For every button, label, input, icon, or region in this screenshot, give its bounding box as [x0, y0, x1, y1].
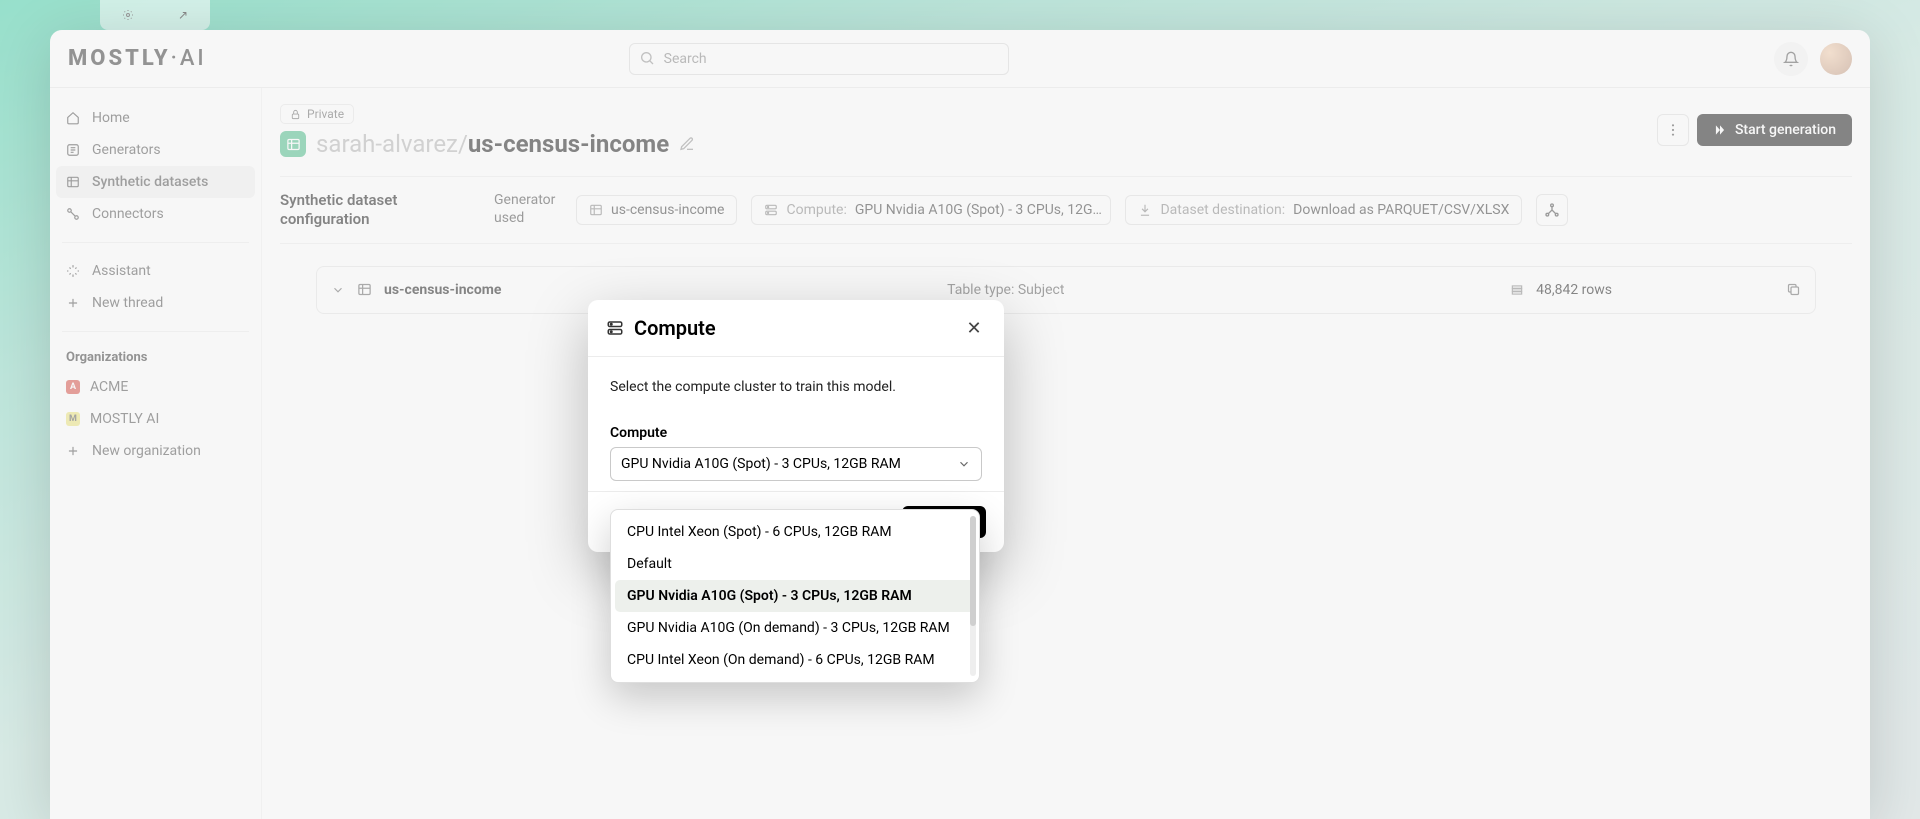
chevron-down-icon: [957, 457, 971, 471]
destination-value: Download as PARQUET/CSV/XLSX: [1293, 202, 1509, 218]
plus-icon: [66, 296, 82, 310]
rows-label: 48,842 rows: [1536, 282, 1612, 298]
sidebar-item-label: ACME: [90, 379, 128, 395]
sidebar-item-label: New organization: [92, 443, 201, 459]
sidebar-item-label: Home: [92, 110, 130, 126]
sidebar-item-label: Assistant: [92, 263, 151, 279]
sidebar-item-label: MOSTLY AI: [90, 411, 159, 427]
search-wrap: [629, 43, 1009, 75]
plus-icon: [66, 444, 82, 458]
sidebar-org-acme[interactable]: A ACME: [56, 371, 255, 403]
download-icon: [1138, 203, 1152, 217]
breadcrumb-owner[interactable]: sarah-alvarez/: [316, 130, 468, 158]
compute-option[interactable]: CPU Intel Xeon (Spot) - 6 CPUs, 12GB RAM: [615, 516, 975, 548]
logo-light: AI: [180, 46, 207, 71]
connectors-icon: [66, 207, 82, 221]
notifications-button[interactable]: [1774, 42, 1808, 76]
page-title-row: sarah-alvarez/us-census-income: [280, 130, 1852, 158]
compute-select[interactable]: GPU Nvidia A10G (Spot) - 3 CPUs, 12GB RA…: [610, 447, 982, 481]
page-title: sarah-alvarez/us-census-income: [316, 130, 669, 158]
dropdown-scrollbar[interactable]: [970, 516, 976, 676]
logo-strong: MOSTLY: [68, 46, 171, 71]
config-generator-label: Generator used: [494, 192, 562, 227]
app-header: MOSTLY·AI: [50, 30, 1870, 88]
logo: MOSTLY·AI: [68, 46, 207, 71]
compute-option[interactable]: GPU Nvidia A10G (Spot) - 3 CPUs, 12GB RA…: [615, 580, 975, 612]
compute-label: Compute:: [786, 202, 846, 218]
dataset-icon: [280, 131, 306, 157]
org-badge-icon: A: [66, 380, 80, 394]
compute-options-dropdown: CPU Intel Xeon (Spot) - 6 CPUs, 12GB RAM…: [610, 509, 980, 683]
server-icon: [764, 203, 778, 217]
background-browser-tab: ↗: [100, 0, 210, 30]
modal-close-button[interactable]: ✕: [962, 316, 986, 340]
search-input[interactable]: [629, 43, 1009, 75]
home-icon: [66, 111, 82, 125]
bell-icon: [1783, 51, 1799, 67]
sidebar-item-connectors[interactable]: Connectors: [56, 198, 255, 230]
config-row: Synthetic dataset configuration Generato…: [280, 177, 1852, 243]
datasets-icon: [66, 175, 82, 189]
more-vertical-icon: [1665, 122, 1681, 138]
chevron-down-icon[interactable]: [331, 283, 345, 297]
modal-description: Select the compute cluster to train this…: [610, 379, 982, 395]
sidebar-item-assistant[interactable]: Assistant: [56, 255, 255, 287]
main-content: Private sarah-alvarez/us-census-income S…: [262, 88, 1870, 819]
compute-option[interactable]: CPU Intel Xeon (On demand) - 6 CPUs, 12G…: [615, 644, 975, 676]
compute-pill[interactable]: Compute: GPU Nvidia A10G (Spot) - 3 CPUs…: [751, 195, 1111, 225]
sidebar-orgs-heading: Organizations: [56, 344, 255, 371]
sidebar-item-new-thread[interactable]: New thread: [56, 287, 255, 319]
table-type-label: Table type: Subject: [947, 282, 1064, 298]
edit-name-icon[interactable]: [679, 136, 695, 152]
compute-value: GPU Nvidia A10G (Spot) - 3 CPUs, 12G…: [855, 202, 1102, 218]
destination-label: Dataset destination:: [1160, 202, 1285, 218]
sidebar-item-synthetic-datasets[interactable]: Synthetic datasets: [56, 166, 255, 198]
compute-option[interactable]: Default: [615, 548, 975, 580]
compute-select-value: GPU Nvidia A10G (Spot) - 3 CPUs, 12GB RA…: [621, 456, 901, 472]
server-icon: [606, 319, 624, 337]
sidebar-item-label: Connectors: [92, 206, 164, 222]
generator-pill[interactable]: us-census-income: [576, 195, 737, 225]
sidebar-item-generators[interactable]: Generators: [56, 134, 255, 166]
config-section-label: Synthetic dataset configuration: [280, 191, 480, 229]
config-schema-button[interactable]: [1536, 194, 1568, 226]
search-icon: [639, 50, 655, 66]
copy-icon[interactable]: [1786, 282, 1801, 297]
compute-field-label: Compute: [610, 425, 982, 441]
sidebar-item-label: Synthetic datasets: [92, 174, 208, 190]
avatar[interactable]: [1820, 43, 1852, 75]
sidebar-item-label: New thread: [92, 295, 163, 311]
sidebar-item-home[interactable]: Home: [56, 102, 255, 134]
sparkle-icon: [66, 264, 82, 278]
sidebar-org-mostlyai[interactable]: M MOSTLY AI: [56, 403, 255, 435]
schema-icon: [1544, 202, 1560, 218]
privacy-badge-label: Private: [307, 107, 344, 121]
more-menu-button[interactable]: [1657, 114, 1689, 146]
privacy-badge: Private: [280, 104, 354, 124]
destination-pill[interactable]: Dataset destination: Download as PARQUET…: [1125, 195, 1522, 225]
sidebar-item-new-organization[interactable]: New organization: [56, 435, 255, 467]
start-generation-label: Start generation: [1735, 122, 1836, 138]
breadcrumb-name: us-census-income: [468, 130, 669, 158]
table-icon: [589, 203, 603, 217]
generator-value: us-census-income: [611, 202, 724, 218]
close-icon: ✕: [966, 318, 981, 339]
table-icon: [357, 282, 372, 297]
table-row-card[interactable]: us-census-income Table type: Subject 48,…: [316, 266, 1816, 314]
generators-icon: [66, 143, 82, 157]
start-generation-button[interactable]: Start generation: [1697, 114, 1852, 146]
sidebar-item-label: Generators: [92, 142, 161, 158]
table-name: us-census-income: [384, 282, 501, 298]
org-badge-icon: M: [66, 412, 80, 426]
rows-icon: [1510, 283, 1524, 297]
lock-icon: [290, 109, 301, 120]
sidebar: Home Generators Synthetic datasets Conne…: [50, 88, 262, 819]
play-icon: [1713, 123, 1727, 137]
compute-option[interactable]: GPU Nvidia A10G (On demand) - 3 CPUs, 12…: [615, 612, 975, 644]
modal-title: Compute: [634, 316, 716, 340]
